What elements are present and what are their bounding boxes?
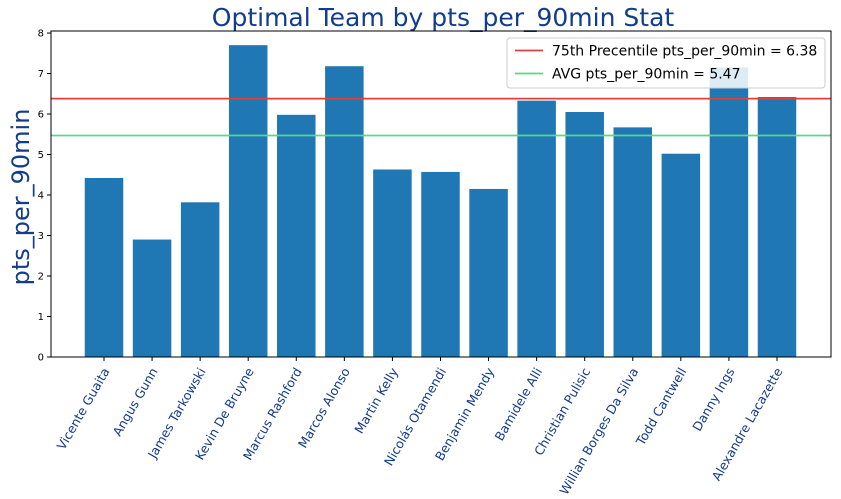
y-axis: 0 1 2 3 4 5 6 7 8 <box>38 29 51 364</box>
bar <box>661 153 701 357</box>
plot-frame <box>50 30 832 358</box>
x-tick-label: Todd Cantwell <box>632 365 689 449</box>
bar <box>709 67 749 357</box>
x-tick-label: Angus Gunn <box>110 365 161 439</box>
y-tick-label: 6 <box>38 110 44 121</box>
bar <box>517 100 556 358</box>
y-tick-label: 5 <box>38 150 44 161</box>
bar <box>277 114 316 357</box>
bar <box>613 127 653 357</box>
legend-label: AVG pts_per_90min = 5.47 <box>552 67 741 83</box>
chart-title: Optimal Team by pts_per_90min Stat <box>212 3 675 32</box>
bar <box>469 188 508 357</box>
bars-group <box>84 45 797 358</box>
legend-box <box>506 37 826 89</box>
y-tick-label: 8 <box>38 29 44 40</box>
legend-label: 75th Precentile pts_per_90min = 6.38 <box>552 44 817 60</box>
x-tick-label: Vicente Guaita <box>54 365 113 452</box>
y-tick-label: 3 <box>38 231 44 242</box>
y-axis-label: pts_per_90min <box>7 109 35 286</box>
x-tick-label: Marcos Alonso <box>295 365 353 451</box>
x-tick-label: Danny Ings <box>689 365 737 434</box>
y-tick-label: 2 <box>38 272 44 283</box>
bar <box>132 239 172 357</box>
bar <box>325 66 364 357</box>
y-tick-label: 1 <box>38 312 44 323</box>
x-tick-label: Martin Kelly <box>351 364 401 436</box>
bar <box>757 97 797 357</box>
bar <box>421 171 460 357</box>
bar <box>228 45 268 358</box>
y-tick-label: 0 <box>38 353 44 364</box>
bar <box>180 202 220 357</box>
x-tick-label: Bamidele Alli <box>491 365 545 443</box>
y-tick-label: 4 <box>38 191 44 202</box>
bar <box>84 178 124 357</box>
bar <box>565 111 604 358</box>
y-tick-label: 7 <box>38 69 44 80</box>
bar <box>373 169 412 357</box>
reference-lines-group <box>51 97 831 137</box>
legend: 75th Precentile pts_per_90min = 6.38 AVG … <box>506 37 826 89</box>
